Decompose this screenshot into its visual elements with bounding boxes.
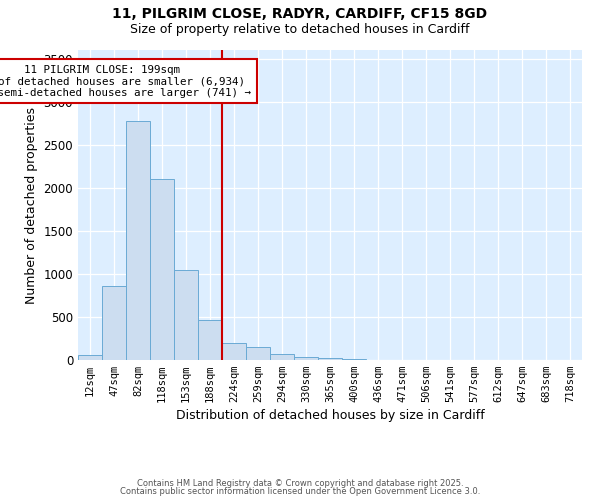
Bar <box>222 343 246 360</box>
Bar <box>78 355 102 360</box>
Bar <box>318 358 342 360</box>
Text: 11 PILGRIM CLOSE: 199sqm
← 90% of detached houses are smaller (6,934)
10% of sem: 11 PILGRIM CLOSE: 199sqm ← 90% of detach… <box>0 64 251 98</box>
Bar <box>342 359 366 360</box>
Text: 11, PILGRIM CLOSE, RADYR, CARDIFF, CF15 8GD: 11, PILGRIM CLOSE, RADYR, CARDIFF, CF15 … <box>112 8 488 22</box>
Bar <box>150 179 174 360</box>
Bar <box>102 286 126 360</box>
Text: Contains HM Land Registry data © Crown copyright and database right 2025.: Contains HM Land Registry data © Crown c… <box>137 478 463 488</box>
Bar <box>174 270 198 360</box>
Bar <box>198 320 222 360</box>
Bar <box>294 356 318 360</box>
Y-axis label: Number of detached properties: Number of detached properties <box>25 106 38 304</box>
Text: Contains public sector information licensed under the Open Government Licence 3.: Contains public sector information licen… <box>120 487 480 496</box>
Text: Size of property relative to detached houses in Cardiff: Size of property relative to detached ho… <box>130 22 470 36</box>
X-axis label: Distribution of detached houses by size in Cardiff: Distribution of detached houses by size … <box>176 410 484 422</box>
Bar <box>126 120 150 360</box>
Bar <box>270 354 294 360</box>
Bar <box>246 347 270 360</box>
